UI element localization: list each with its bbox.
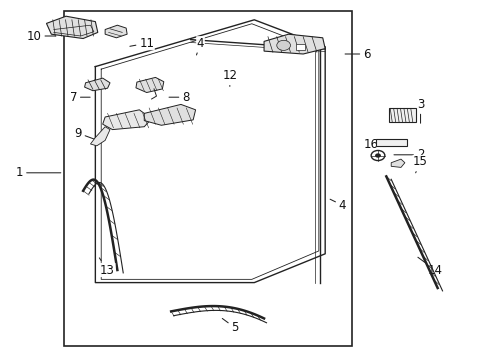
- Text: 1: 1: [16, 166, 61, 179]
- Circle shape: [374, 153, 380, 158]
- Polygon shape: [136, 77, 163, 93]
- Text: 6: 6: [345, 48, 370, 60]
- Circle shape: [276, 40, 290, 50]
- Text: 2: 2: [393, 148, 424, 161]
- Polygon shape: [84, 78, 110, 91]
- Text: 10: 10: [27, 30, 56, 42]
- Text: 13: 13: [99, 258, 115, 276]
- Polygon shape: [264, 34, 325, 54]
- Text: 9: 9: [74, 127, 95, 140]
- Text: 7: 7: [69, 91, 90, 104]
- Bar: [295, 44, 304, 50]
- Bar: [375, 139, 407, 146]
- Polygon shape: [46, 16, 98, 39]
- Text: 16: 16: [364, 138, 378, 155]
- Text: 4: 4: [196, 37, 204, 55]
- Polygon shape: [90, 127, 110, 146]
- Text: 3: 3: [416, 98, 424, 123]
- Polygon shape: [144, 104, 195, 125]
- Text: 14: 14: [417, 257, 442, 276]
- Text: 8: 8: [169, 91, 189, 104]
- Circle shape: [370, 150, 384, 161]
- Text: 11: 11: [130, 37, 154, 50]
- Text: 5: 5: [222, 319, 238, 334]
- Bar: [63, 11, 351, 346]
- Bar: [388, 108, 415, 122]
- Polygon shape: [390, 159, 404, 167]
- Polygon shape: [102, 110, 151, 130]
- Polygon shape: [105, 25, 127, 38]
- Text: 4: 4: [329, 199, 346, 212]
- Text: 12: 12: [222, 69, 237, 86]
- Text: 15: 15: [412, 156, 427, 173]
